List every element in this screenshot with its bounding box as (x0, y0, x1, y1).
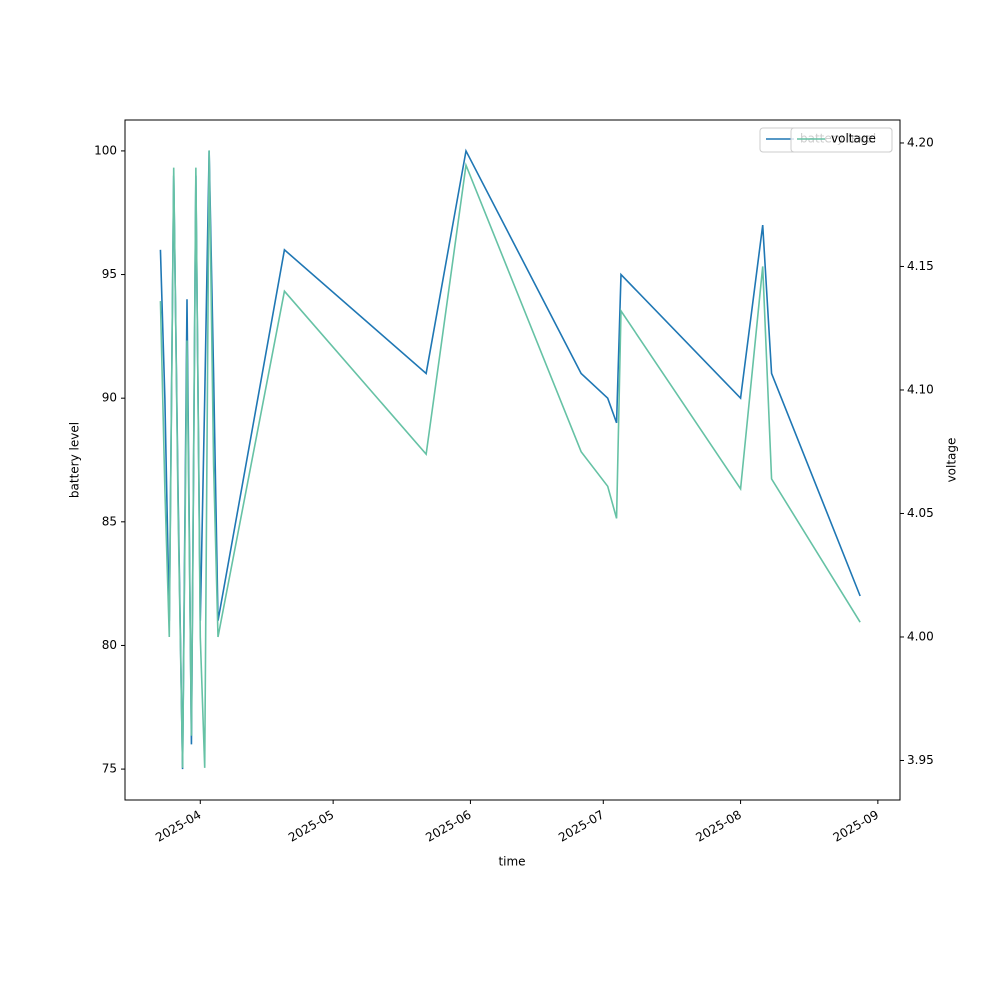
y-axis-label: battery level (68, 422, 82, 498)
y-tick-label: 100 (94, 143, 117, 157)
y-tick-label: 85 (102, 514, 117, 528)
y2-tick-label: 4.15 (907, 259, 934, 273)
legend-label: voltage (831, 132, 876, 146)
y2-tick-label: 4.00 (907, 629, 934, 643)
x-axis-label: time (498, 855, 525, 869)
data-line (159, 150, 861, 768)
y-tick-label: 95 (102, 267, 117, 281)
y2-tick-label: 4.10 (907, 382, 934, 396)
y2-tick-label: 4.05 (907, 506, 934, 520)
plot-frame (124, 119, 901, 801)
legend: voltage (790, 127, 893, 153)
y2-tick-label: 4.20 (907, 135, 934, 149)
y-tick-label: 90 (102, 391, 117, 405)
y2-axis-label: voltage (945, 438, 959, 483)
y-tick-label: 75 (102, 762, 117, 776)
legend-frame (790, 127, 893, 153)
y2-tick-label: 3.95 (907, 753, 934, 767)
y-tick-label: 80 (102, 638, 117, 652)
